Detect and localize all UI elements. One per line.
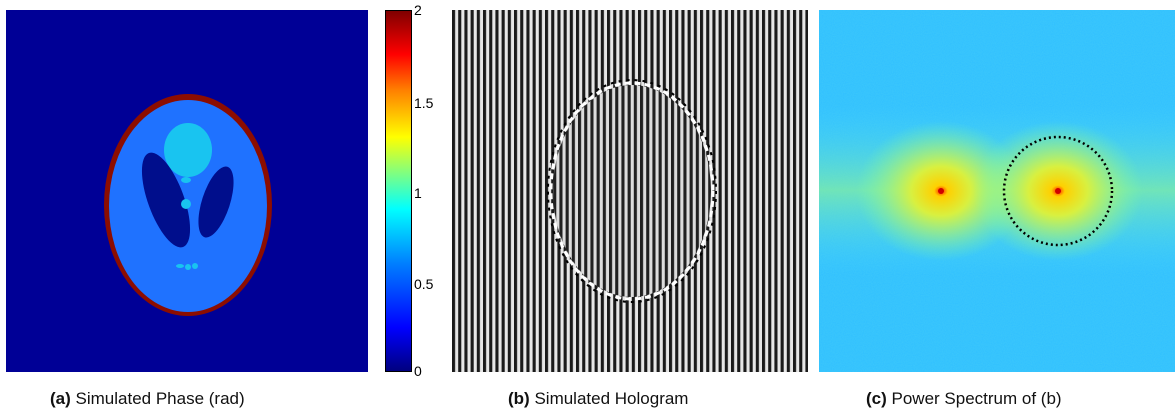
colorbar (385, 10, 412, 372)
caption-b-tag: (b) (508, 389, 530, 408)
colorbar-tick-0: 0 (414, 363, 422, 379)
caption-b-text: Simulated Hologram (534, 389, 689, 408)
caption-c-text: Power Spectrum of (b) (891, 389, 1062, 408)
caption-c-tag: (c) (866, 389, 887, 408)
colorbar-tick-1-5: 1.5 (414, 95, 434, 111)
caption-a-tag: (a) (50, 389, 71, 408)
phase-image (6, 10, 368, 372)
caption-c: (c) Power Spectrum of (b) (866, 389, 1062, 409)
power-spectrum-image (819, 10, 1175, 372)
colorbar-tick-2: 2 (414, 2, 422, 18)
caption-a: (a) Simulated Phase (rad) (50, 389, 245, 409)
colorbar-tick-0-5: 0.5 (414, 276, 434, 292)
hologram-image (452, 10, 808, 372)
colorbar-tick-1: 1 (414, 185, 422, 201)
caption-b: (b) Simulated Hologram (508, 389, 688, 409)
caption-a-text: Simulated Phase (rad) (75, 389, 245, 408)
